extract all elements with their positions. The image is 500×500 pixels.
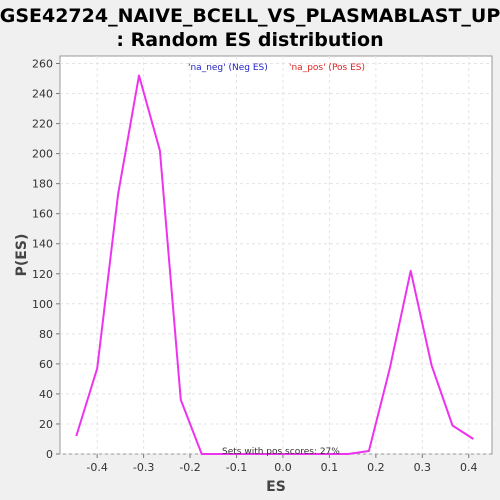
- plot-area: [59, 55, 493, 455]
- y-tick-label: 20: [39, 418, 53, 431]
- y-tick-label: 220: [32, 118, 53, 131]
- y-tick-label: 60: [39, 358, 53, 371]
- pos-scores-annotation: Sets with pos scores: 27%: [222, 447, 340, 457]
- y-tick-label: 0: [46, 448, 53, 461]
- y-tick-label: 200: [32, 148, 53, 161]
- y-tick-label: 40: [39, 388, 53, 401]
- y-tick-label: 240: [32, 88, 53, 101]
- legend-entry-pos: 'na_pos' (Pos ES): [289, 63, 365, 73]
- y-axis: 0 20 40 60 80 100 120 140 160 180 200 220 240 260: [32, 58, 60, 461]
- x-tick-label: 0.0: [274, 461, 292, 474]
- chart-title-line1: GSE42724_NAIVE_BCELL_VS_PLASMABLAST_UP: [0, 5, 500, 27]
- y-tick-label: 100: [32, 298, 53, 311]
- y-tick-label: 80: [39, 328, 53, 341]
- x-axis: -0.4 -0.3 -0.2 -0.1 0.0 0.1 0.2 0.3 0.4: [86, 454, 478, 474]
- y-tick-label: 120: [32, 268, 53, 281]
- chart-title-line2: : Random ES distribution: [116, 29, 383, 51]
- y-tick-label: 180: [32, 178, 53, 191]
- x-axis-title: ES: [266, 479, 286, 495]
- x-tick-label: 0.1: [321, 461, 339, 474]
- x-tick-label: 0.2: [367, 461, 385, 474]
- x-tick-label: -0.2: [179, 461, 200, 474]
- x-tick-label: -0.1: [226, 461, 247, 474]
- x-tick-label: 0.3: [414, 461, 432, 474]
- y-tick-label: 140: [32, 238, 53, 251]
- y-tick-label: 260: [32, 58, 53, 71]
- series-group: [75, 74, 474, 455]
- legend-entry-neg: 'na_neg' (Neg ES): [188, 63, 268, 73]
- x-tick-label: 0.4: [460, 461, 478, 474]
- x-tick-label: -0.4: [86, 461, 107, 474]
- y-tick-label: 160: [32, 208, 53, 221]
- es-distribution-line: [75, 74, 474, 455]
- y-axis-title: P(ES): [14, 234, 30, 277]
- x-tick-label: -0.3: [133, 461, 154, 474]
